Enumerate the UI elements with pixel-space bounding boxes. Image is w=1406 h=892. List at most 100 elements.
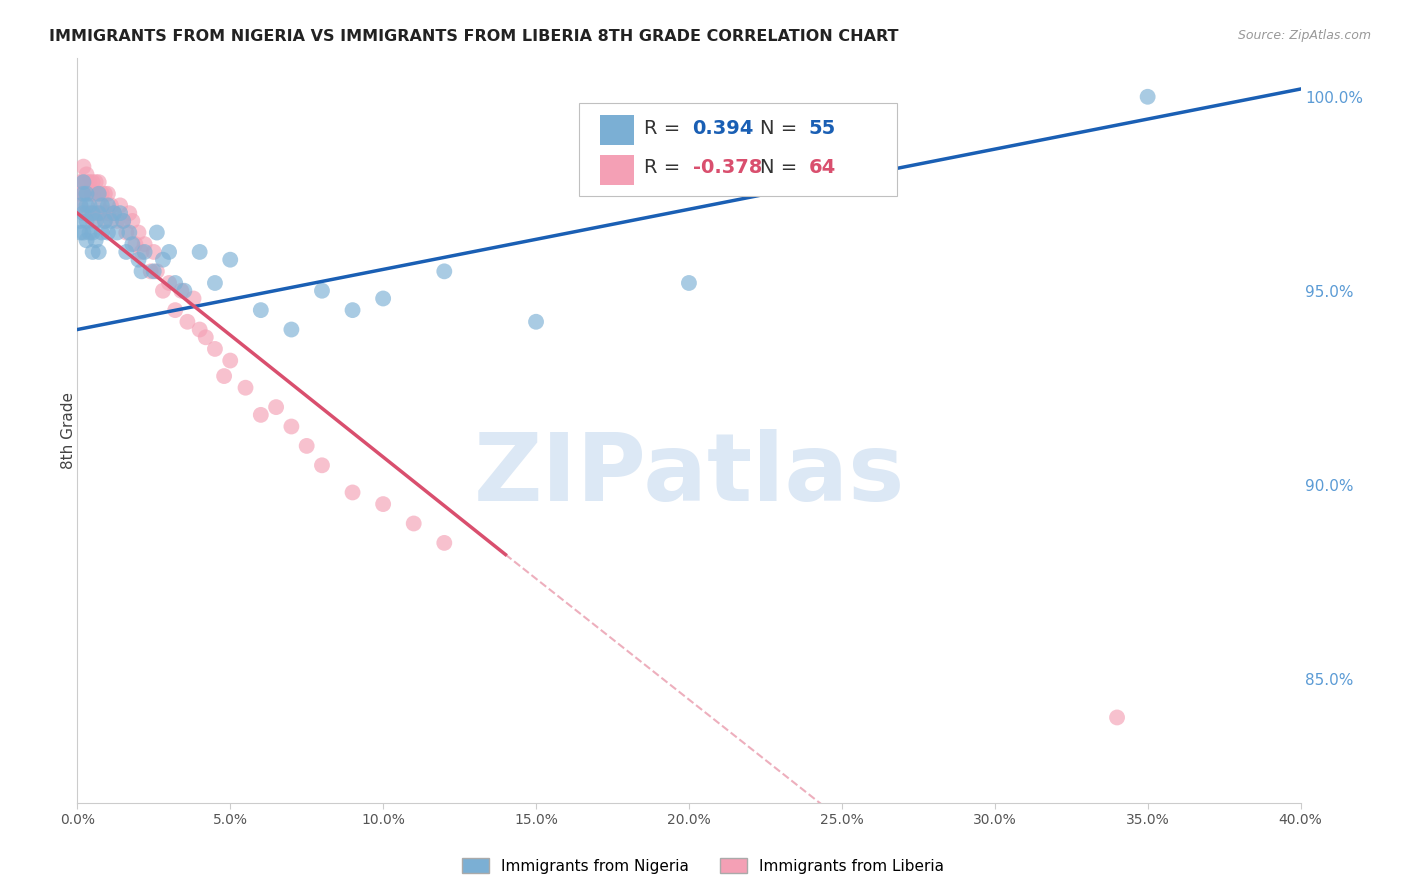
Point [82, 186, 104, 201]
Point [87, 175, 110, 189]
Point [97, 186, 120, 201]
Text: -0.378: -0.378 [693, 158, 762, 177]
Text: R =: R = [644, 120, 686, 138]
Point [115, 226, 138, 240]
Point [250, 303, 273, 318]
Point [131, 244, 153, 259]
Point [94, 214, 117, 228]
Point [69, 226, 91, 240]
Point [69, 198, 91, 212]
Point [152, 284, 174, 298]
Point [165, 276, 187, 290]
Point [212, 369, 235, 384]
Point [342, 303, 364, 318]
Point [131, 264, 153, 278]
Point [97, 206, 120, 220]
Text: R =: R = [644, 158, 686, 177]
FancyBboxPatch shape [579, 103, 897, 195]
Point [82, 214, 104, 228]
Point [139, 264, 162, 278]
Legend: Immigrants from Nigeria, Immigrants from Liberia: Immigrants from Nigeria, Immigrants from… [456, 852, 950, 880]
Point [402, 516, 425, 531]
Point [84, 214, 107, 228]
Bar [599, 115, 634, 145]
Point [204, 276, 226, 290]
Point [69, 214, 91, 228]
Y-axis label: 8th Grade: 8th Grade [62, 392, 76, 469]
Point [134, 244, 156, 259]
Point [105, 214, 128, 228]
Point [124, 237, 146, 252]
Point [84, 186, 107, 201]
Text: N =: N = [759, 158, 803, 177]
Point [342, 485, 364, 500]
Point [76, 167, 98, 181]
Point [433, 264, 456, 278]
Point [121, 237, 143, 252]
Point [280, 419, 302, 434]
Point [87, 198, 110, 212]
Point [72, 160, 94, 174]
Point [121, 214, 143, 228]
Point [84, 206, 107, 220]
Point [76, 186, 98, 201]
Point [433, 536, 456, 550]
Point [76, 198, 98, 212]
Point [678, 276, 700, 290]
Bar [599, 155, 634, 185]
Point [128, 226, 150, 240]
Point [176, 315, 198, 329]
Point [1107, 710, 1129, 724]
Point [146, 264, 169, 278]
Point [173, 284, 195, 298]
Point [94, 214, 117, 228]
Point [108, 206, 131, 220]
Point [90, 226, 112, 240]
Point [170, 284, 193, 298]
Point [76, 175, 98, 189]
Point [142, 244, 165, 259]
Text: Source: ZipAtlas.com: Source: ZipAtlas.com [1237, 29, 1371, 42]
Point [90, 186, 112, 201]
Point [128, 252, 150, 267]
Text: N =: N = [759, 120, 803, 138]
Point [250, 408, 273, 422]
Point [76, 186, 98, 201]
Point [87, 244, 110, 259]
Point [142, 264, 165, 278]
Point [76, 233, 98, 247]
Point [82, 244, 104, 259]
Point [90, 206, 112, 220]
Text: ZIPatlas: ZIPatlas [474, 429, 904, 521]
Point [84, 175, 107, 189]
Point [1136, 89, 1159, 103]
Point [152, 252, 174, 267]
Point [97, 226, 120, 240]
Point [112, 214, 135, 228]
Point [219, 252, 242, 267]
Text: 64: 64 [808, 158, 837, 177]
Point [157, 276, 180, 290]
Point [112, 214, 135, 228]
Text: 0.394: 0.394 [693, 120, 754, 138]
Point [146, 226, 169, 240]
Point [72, 175, 94, 189]
Point [79, 175, 101, 189]
Point [76, 214, 98, 228]
Point [105, 226, 128, 240]
Point [157, 244, 180, 259]
Point [118, 226, 141, 240]
Point [72, 186, 94, 201]
Point [79, 198, 101, 212]
Point [204, 342, 226, 356]
Point [264, 400, 287, 414]
Point [524, 315, 547, 329]
Point [118, 206, 141, 220]
Point [134, 237, 156, 252]
Point [235, 381, 257, 395]
Point [311, 284, 333, 298]
Point [94, 186, 117, 201]
Point [84, 233, 107, 247]
Point [280, 322, 302, 336]
Point [72, 186, 94, 201]
